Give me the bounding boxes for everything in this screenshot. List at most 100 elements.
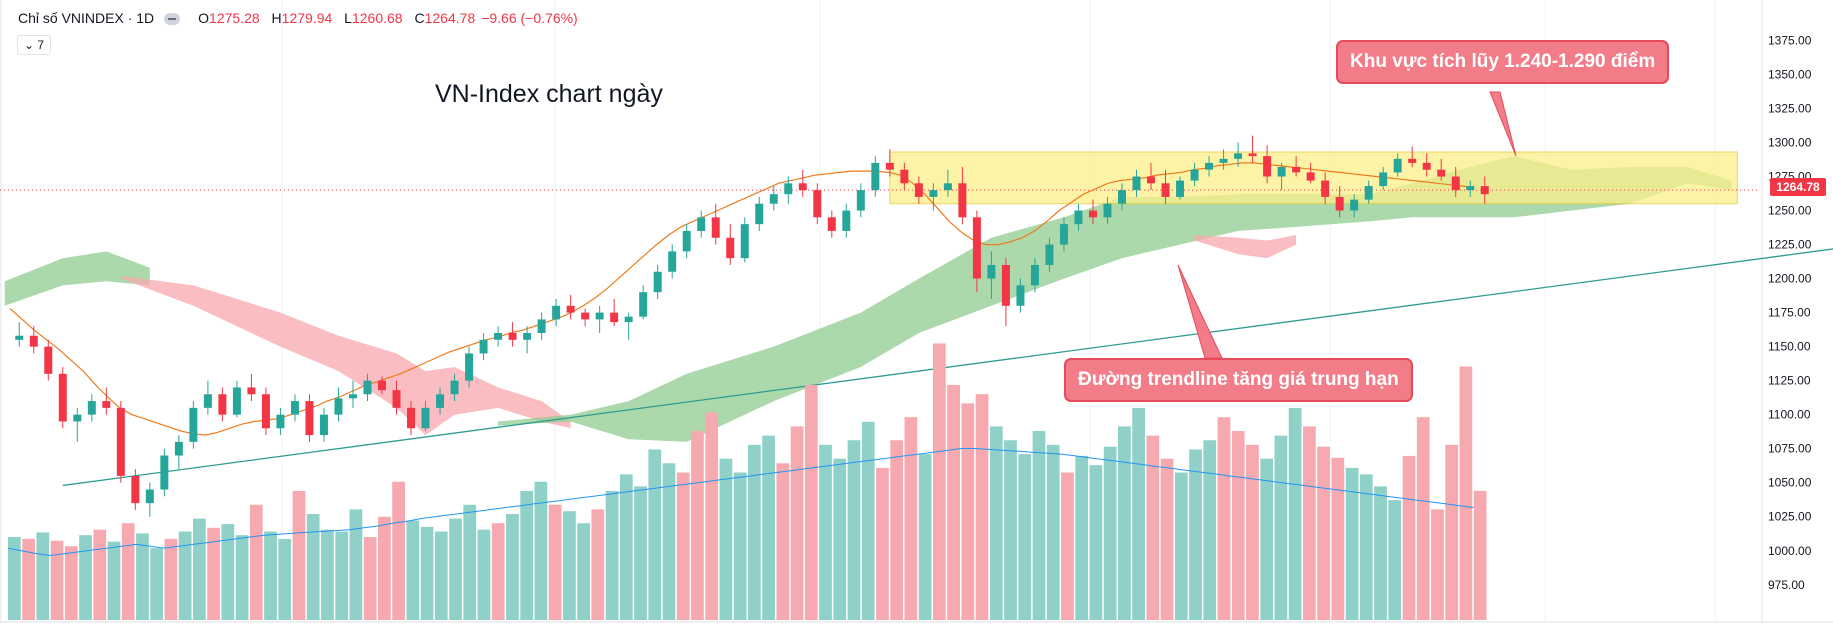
candle-body	[1335, 196, 1344, 211]
volume-bar	[591, 509, 605, 620]
candle-body	[305, 401, 314, 436]
volume-bar	[107, 541, 121, 620]
volume-bar	[406, 520, 420, 620]
volume-bar	[989, 426, 1003, 620]
chart-title: VN-Index chart ngày	[435, 80, 663, 108]
candle-body	[566, 305, 575, 313]
chevron-down-icon: ⌄	[24, 38, 35, 52]
volume-bar	[1359, 474, 1373, 620]
candle-body	[827, 217, 836, 231]
volume-bar	[904, 417, 918, 620]
candle-body	[392, 390, 401, 408]
indicator-count: 7	[37, 38, 45, 52]
candle-body	[958, 183, 967, 218]
volume-bar	[1160, 458, 1174, 620]
volume-bar	[22, 538, 35, 620]
legend-header: Chỉ số VNINDEX · 1D O1275.28 H1279.94 L12…	[18, 10, 578, 26]
candle-body	[1364, 186, 1373, 200]
volume-bar	[36, 532, 50, 620]
candle-body	[261, 394, 270, 429]
close-value: 1264.78	[424, 10, 476, 26]
price-tick-label: 975.00	[1768, 578, 1805, 592]
volume-bar	[563, 511, 576, 620]
candle-body	[1379, 172, 1388, 187]
volume-bar	[1118, 426, 1131, 620]
volume-bar	[178, 531, 192, 620]
price-tick-label: 1150.00	[1768, 340, 1811, 354]
accumulation-note-pointer	[1489, 91, 1517, 157]
candle-body	[407, 407, 416, 429]
open-label: O	[198, 10, 210, 26]
volume-bar	[1431, 509, 1444, 620]
volume-bar	[619, 474, 633, 620]
volume-bar	[1388, 500, 1402, 620]
volume-bar	[790, 426, 804, 620]
low-value: 1260.68	[351, 10, 403, 26]
volume-bar	[804, 384, 818, 620]
candle-body	[1059, 224, 1068, 245]
volume-bar	[1089, 465, 1103, 620]
candle-body	[1321, 180, 1330, 197]
candle-body	[1466, 186, 1475, 191]
candle-body	[174, 441, 183, 456]
candle-body	[15, 335, 24, 340]
candle-body	[1219, 158, 1228, 163]
candle-body	[1118, 190, 1126, 204]
volume-bar	[1445, 444, 1459, 620]
candle-body	[421, 407, 430, 429]
candle-body	[1205, 162, 1214, 170]
candle-body	[116, 407, 125, 476]
open-value: 1275.28	[209, 10, 260, 26]
volume-bar	[164, 538, 178, 620]
candle-body	[740, 224, 749, 259]
accumulation-note: Khu vực tích lũy 1.240-1.290 điểm	[1336, 40, 1670, 84]
candle-body	[856, 190, 865, 211]
volume-bar	[93, 529, 107, 620]
candle-body	[465, 353, 474, 381]
candle-body	[378, 380, 386, 391]
volume-bar	[64, 546, 78, 620]
candle-body	[784, 183, 793, 195]
candle-body	[697, 217, 706, 231]
volume-bar	[1174, 472, 1188, 620]
price-tick-label: 1100.00	[1768, 408, 1811, 422]
volume-bar	[1061, 472, 1074, 620]
change-value: −9.66 (−0.76%)	[481, 10, 578, 26]
volume-bar	[648, 449, 662, 620]
volume-bar	[733, 472, 747, 620]
volume-bar	[349, 509, 363, 620]
candle-body	[1132, 176, 1141, 191]
volume-bar	[748, 444, 761, 620]
volume-bar	[662, 463, 676, 620]
volume-bar	[1303, 426, 1316, 620]
symbol-label[interactable]: Chỉ số VNINDEX · 1D	[18, 10, 155, 26]
volume-bar	[1374, 486, 1387, 620]
candle-body	[102, 401, 111, 408]
candle-body	[639, 292, 648, 317]
low-label: L	[344, 10, 352, 26]
candle-body	[334, 398, 343, 415]
volume-bar	[1032, 431, 1046, 620]
volume-bar	[1231, 431, 1245, 620]
volume-bar	[705, 412, 719, 620]
candle-body	[871, 162, 880, 191]
indicators-collapse-button[interactable]: ⌄ 7	[17, 35, 52, 55]
candle-body	[1422, 162, 1431, 170]
candle-body	[842, 210, 851, 231]
candle-body	[900, 169, 909, 184]
cloud-down-1	[120, 275, 571, 436]
candle-body	[44, 346, 53, 374]
volume-bar	[861, 421, 875, 620]
volume-bar	[1103, 446, 1117, 620]
candle-body	[232, 387, 241, 415]
volume-bar	[762, 435, 775, 620]
volume-bar	[933, 343, 946, 620]
toggle-icon[interactable]	[164, 13, 181, 26]
price-tick-label: 1125.00	[1768, 374, 1811, 388]
price-tick-label: 1200.00	[1768, 272, 1812, 286]
volume-bar	[221, 524, 235, 620]
volume-bar	[534, 481, 548, 620]
volume-bar	[264, 531, 277, 620]
volume-bar	[1317, 446, 1330, 620]
price-tick-label: 1300.00	[1768, 135, 1812, 149]
